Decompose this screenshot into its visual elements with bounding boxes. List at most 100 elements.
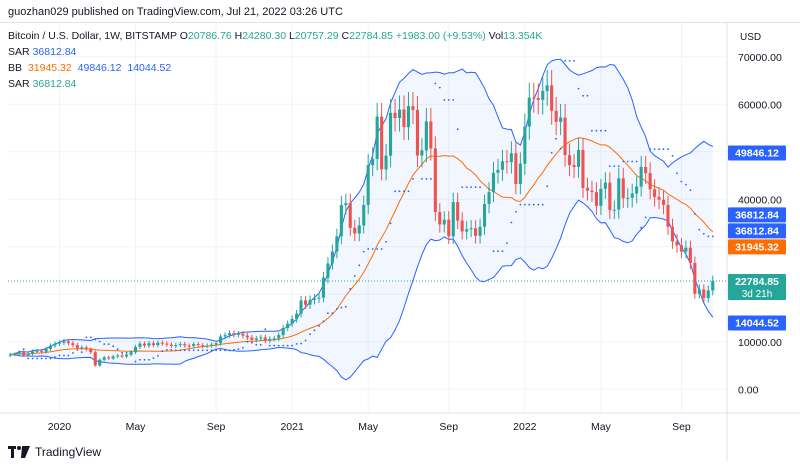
sar-dot [564,60,566,62]
sar-dot [336,308,338,310]
sar-dot [465,186,468,189]
sar-dot [559,147,562,150]
sar-dot [380,248,383,250]
candle-body [523,126,527,164]
candle-body [532,97,536,99]
candle-body [402,109,406,128]
sar-dot [600,129,602,132]
candle-body [451,202,455,237]
sar-dot [139,358,141,361]
candle-body [393,112,397,118]
candle-body [134,347,138,353]
candle-body [711,281,715,291]
sar-dot [523,203,526,206]
sar-dot [376,248,379,250]
sar-dot [89,336,92,339]
candle-body [227,333,231,336]
sar-dot [537,203,540,206]
tradingview-footer[interactable]: TradingView [8,442,101,462]
candle-body [308,299,312,305]
sar-dot [309,333,311,335]
sar-dot [291,344,293,347]
sar-dot [461,186,464,189]
candle-body [357,225,361,234]
price-tag-label: 22784.85 [735,276,779,288]
legend-sar2-value: 36812.84 [32,78,77,90]
sar-dot [608,165,611,168]
sar-dot [631,160,634,163]
legend-ohlc-row: Bitcoin / U.S. Dollar, 1W, BITSTAMP O207… [8,30,542,42]
candle-body [66,341,70,344]
candle-body [40,350,44,352]
sar-dot [447,99,450,101]
candle-body [653,189,657,197]
candle-body [442,219,446,225]
candle-body [460,220,464,232]
sar-dot [349,287,352,290]
sar-dot [295,343,298,345]
candle-body [487,192,491,204]
candle-body [236,333,240,335]
legend-sar2-row[interactable]: SAR 36812.84 [8,78,76,90]
sar-dot [658,148,660,151]
candle-body [648,173,652,190]
candle-body [160,342,164,344]
sar-dot [434,82,437,85]
sar-dot [206,349,209,352]
candle-body [312,298,316,300]
candle-body [53,343,57,346]
candle-body [102,357,106,360]
sar-dot [452,99,455,101]
sar-dot [286,344,289,347]
sar-dot [635,160,638,163]
candle-body [693,262,697,294]
candle-body [465,229,469,232]
candle-body [304,300,308,305]
candle-body [559,117,563,122]
sar-dot [546,185,549,188]
sar-dot [519,203,522,206]
legend-high-value: 24280.30 [242,30,287,42]
candle-body [178,344,182,346]
candle-body [545,85,549,91]
candle-body [344,203,348,205]
candle-body [22,352,26,356]
price-tag-box [728,223,786,239]
candle-body [169,344,173,346]
sar-dot [528,203,531,206]
candle-body [577,149,581,167]
legend-bb-row[interactable]: BB 31945.32 49846.12 14044.52 [8,62,171,74]
candle-body [142,343,146,346]
candle-body [594,192,598,206]
legend-sar-row[interactable]: SAR 36812.84 [8,46,76,58]
sar-dot [421,178,423,180]
candle-body [644,167,648,174]
sar-dot [219,349,222,352]
sar-dot [282,344,285,347]
candle-body [89,349,93,353]
sar-dot [456,128,459,131]
sar-dot [148,358,150,361]
sar-dot [80,351,83,353]
sar-dot [259,343,262,346]
sar-dot [430,178,432,180]
sar-dot [224,349,226,352]
sar-dot [268,344,271,347]
sar-dot [515,210,517,213]
chart-frame[interactable]: USD70000.0060000.0050000.0040000.0030000… [0,22,800,461]
candle-body [335,236,339,252]
price-chart[interactable]: USD70000.0060000.0050000.0040000.0030000… [0,23,800,461]
candle-body [483,204,487,227]
candle-body [568,155,572,166]
candle-body [662,199,666,205]
sar-dot [246,340,249,343]
candle-body [670,226,674,242]
bb-upper-line [10,58,714,356]
price-axis-unit: USD [740,32,761,43]
candle-body [321,277,325,298]
sar-dot [331,312,334,315]
price-tick-label: 40000.00 [738,194,782,206]
price-tick-label: 60000.00 [738,99,782,111]
sar-dot [501,250,504,253]
sar-dot [358,264,361,267]
